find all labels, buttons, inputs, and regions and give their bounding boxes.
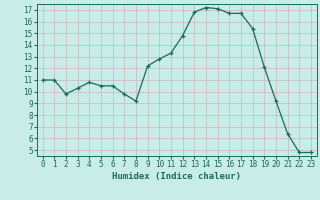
X-axis label: Humidex (Indice chaleur): Humidex (Indice chaleur): [112, 172, 241, 181]
